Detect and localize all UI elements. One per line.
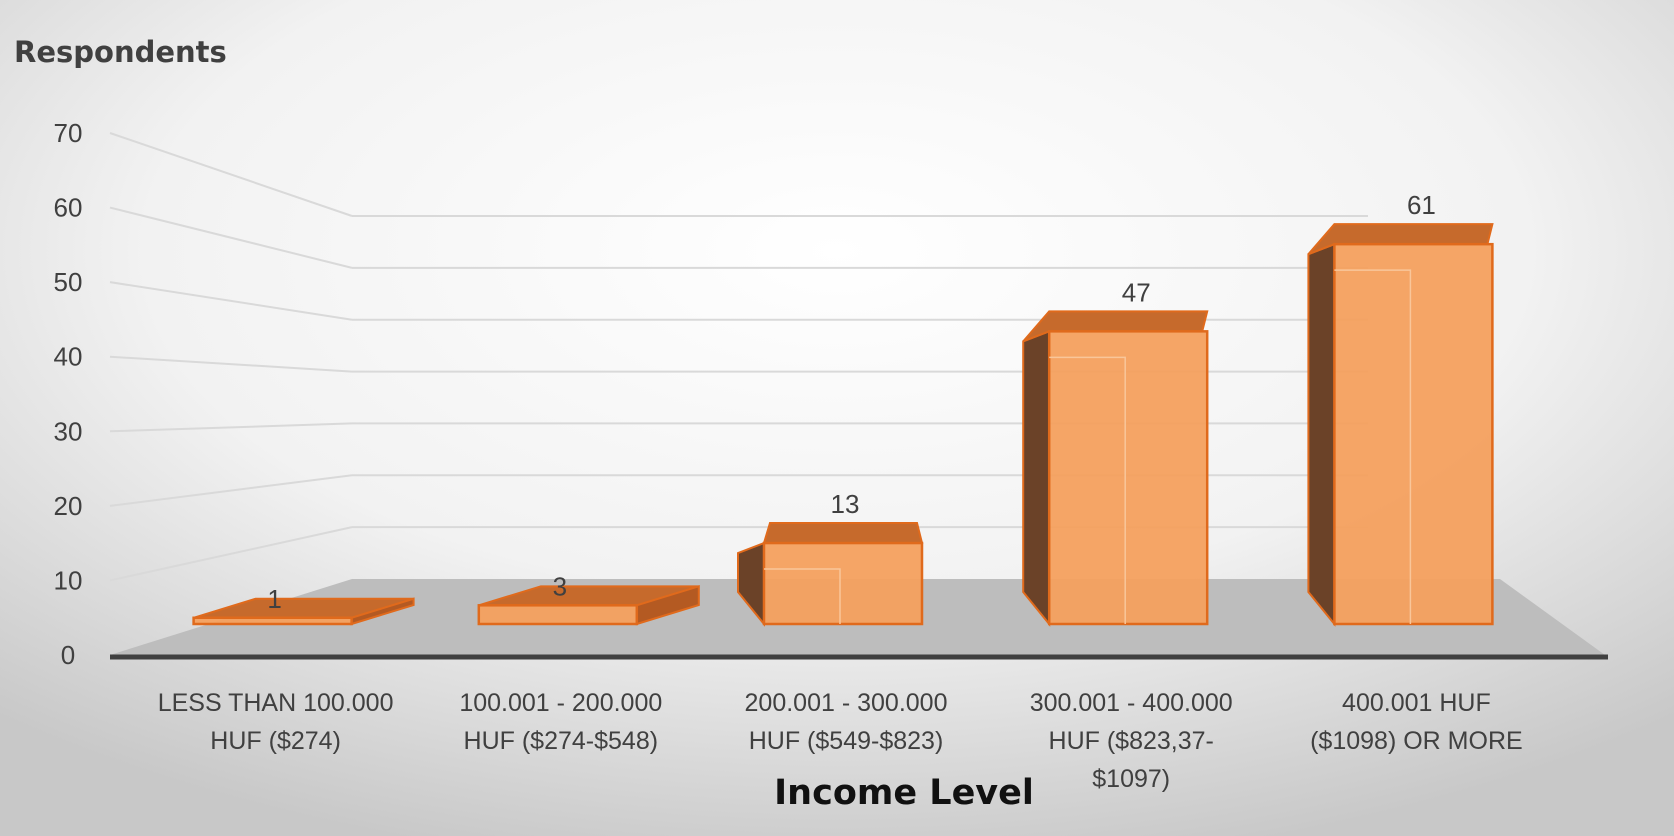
data-label-4: 61 <box>1407 190 1436 220</box>
x-tick-label-1-0: 100.001 - 200.000 <box>459 689 662 717</box>
y-axis-title: Respondents <box>14 35 227 69</box>
bar-side-4 <box>1307 242 1336 627</box>
x-axis-title: Income Level <box>774 773 1034 813</box>
side-gridline-10 <box>109 526 353 582</box>
side-gridline-20 <box>109 474 353 507</box>
bar-2 <box>737 522 924 627</box>
side-gridline-30 <box>109 422 353 433</box>
y-tick-label-60: 60 <box>54 193 83 223</box>
bar-front-4 <box>1333 242 1494 626</box>
x-tick-label-4-1: ($1098) OR MORE <box>1310 727 1523 755</box>
bar-inner-edge-2 <box>764 568 841 624</box>
bar-top-3 <box>1022 310 1209 343</box>
bar-4 <box>1307 223 1494 627</box>
x-tick-label-0-1: HUF ($274) <box>210 727 341 755</box>
bar-top-4 <box>1307 223 1494 256</box>
bar-front-3 <box>1047 330 1209 626</box>
x-tick-label-2-0: 200.001 - 300.000 <box>745 689 948 717</box>
bar-top-2 <box>762 522 924 545</box>
x-tick-label-4-0: 400.001 HUF <box>1342 689 1491 717</box>
bar-0 <box>192 597 415 626</box>
side-gridline-70 <box>109 132 353 217</box>
bar-front-2 <box>762 541 924 626</box>
bar-1 <box>477 584 700 626</box>
y-tick-label-10: 10 <box>54 565 83 595</box>
y-tick-label-20: 20 <box>54 491 83 521</box>
side-gridline-50 <box>109 281 353 321</box>
y-tick-label-30: 30 <box>54 416 83 446</box>
bar-inner-edge-4 <box>1334 269 1412 624</box>
data-label-2: 13 <box>831 489 860 519</box>
bar-front-1 <box>477 604 639 626</box>
bar-3 <box>1022 310 1209 627</box>
x-tick-label-2-1: HUF ($549-$823) <box>749 727 944 755</box>
x-tick-label-1-1: HUF ($274-$548) <box>464 727 659 755</box>
y-tick-label-70: 70 <box>54 118 83 148</box>
bar-side-3 <box>1022 329 1051 627</box>
bar-front-0 <box>192 616 353 626</box>
bar-inner-edge-3 <box>1049 356 1126 624</box>
data-label-1: 3 <box>553 571 567 601</box>
y-tick-label-0: 0 <box>61 640 75 670</box>
data-label-3: 47 <box>1122 277 1151 307</box>
y-tick-label-50: 50 <box>54 267 83 297</box>
x-tick-label-0-0: LESS THAN 100.000 <box>158 689 394 717</box>
y-tick-label-40: 40 <box>54 342 83 372</box>
side-gridline-40 <box>109 355 353 373</box>
x-tick-label-3-2: $1097) <box>1092 765 1170 793</box>
x-tick-label-3-1: HUF ($823,37- <box>1049 727 1214 755</box>
side-gridline-60 <box>109 206 353 269</box>
data-label-0: 1 <box>267 584 281 614</box>
x-tick-label-3-0: 300.001 - 400.000 <box>1030 689 1233 717</box>
